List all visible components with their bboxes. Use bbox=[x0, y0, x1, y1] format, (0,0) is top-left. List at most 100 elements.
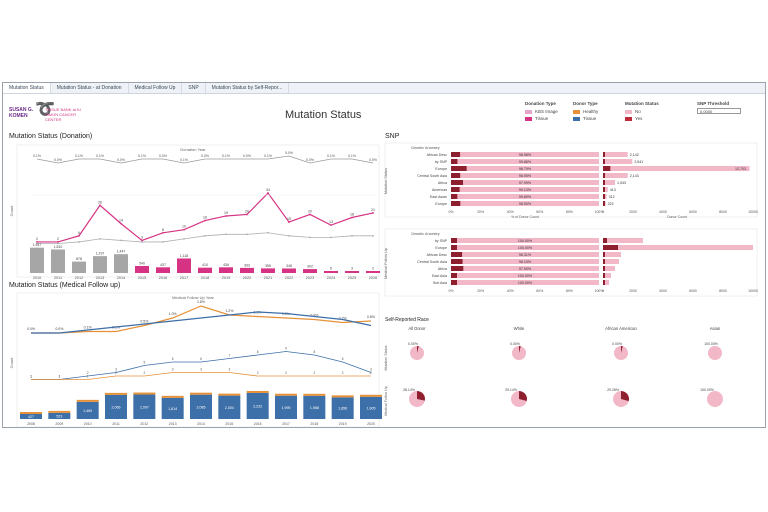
legend-swatch bbox=[625, 116, 632, 121]
legend-item[interactable]: KBS Image bbox=[525, 108, 558, 115]
donation-year-tick: 2014 bbox=[117, 276, 125, 280]
legend-item[interactable]: Tissue bbox=[573, 115, 598, 122]
tab-medical-follow-up[interactable]: Medical Follow Up bbox=[129, 83, 183, 93]
snp-bar-no bbox=[451, 194, 599, 199]
donation-point bbox=[183, 237, 185, 240]
filter-title: Donor Type bbox=[573, 101, 598, 106]
snp-bar-yes bbox=[451, 266, 464, 271]
snp-bar-no bbox=[451, 259, 599, 264]
donation-count-bar bbox=[114, 254, 128, 273]
snp-x-tick: 80% bbox=[566, 289, 573, 293]
legend-item[interactable]: Yes bbox=[625, 115, 659, 122]
donation-pct-label: 0.1% bbox=[180, 158, 188, 162]
snp-count-tick: 6000 bbox=[689, 289, 697, 293]
race-pie-label: 29.28% bbox=[607, 388, 619, 392]
donation-point bbox=[288, 221, 290, 223]
snp-count-bar-yes bbox=[603, 280, 605, 285]
medical-count-label: 8 bbox=[257, 350, 259, 354]
donation-year-tick: 2021 bbox=[264, 276, 272, 280]
medical-bar-label: 2,232 bbox=[253, 404, 262, 408]
medical-y-axis-label: Count bbox=[9, 357, 14, 369]
legend-label: KBS Image bbox=[535, 109, 558, 114]
donation-point bbox=[57, 241, 59, 243]
snp-bar-no bbox=[451, 173, 599, 178]
medical-bar bbox=[303, 395, 326, 419]
snp-count-tick: 2000 bbox=[629, 210, 637, 214]
donation-count-bar bbox=[135, 265, 149, 273]
snp-bar-no bbox=[451, 201, 599, 206]
filter-donation-type[interactable]: Donation Type KBS Image Tissue bbox=[525, 101, 558, 122]
donation-count-label: 878 bbox=[76, 257, 82, 261]
medical-count-label: 2 bbox=[342, 371, 344, 375]
snp-row-group-title: Mutation Status bbox=[384, 168, 388, 194]
medical-count-label: 1 bbox=[30, 375, 32, 379]
medical-pct-label: 0.7% bbox=[339, 317, 347, 321]
medical-bar-label: 2,004 bbox=[225, 406, 234, 410]
donation-year-tick: 2024 bbox=[327, 276, 335, 280]
tab-snp[interactable]: SNP bbox=[182, 83, 206, 93]
snp-count-label: 1,043 bbox=[617, 181, 626, 185]
tab-mutation-donation[interactable]: Mutation Status - at Donation bbox=[51, 83, 129, 93]
donation-year-tick: 2010 bbox=[33, 276, 41, 280]
donation-point bbox=[330, 236, 332, 239]
donation-value-label: 14 bbox=[119, 219, 123, 223]
donation-year-tick: 2011 bbox=[54, 276, 62, 280]
medical-count-label: 3 bbox=[115, 368, 117, 372]
race-pie-mutation-slice bbox=[519, 346, 521, 353]
donation-point bbox=[246, 233, 248, 236]
donation-count-label: 2 bbox=[372, 267, 374, 271]
snp-pct-label: 98.98% bbox=[519, 153, 532, 157]
donation-pct-label: 0.1% bbox=[264, 154, 272, 158]
snp-count-label: 2,541 bbox=[634, 160, 643, 164]
komen-logo: SUSAN G. KOMEN ➰ TISSUE BANK at IU SIMON… bbox=[9, 101, 91, 125]
medical-count-label: 2 bbox=[87, 371, 89, 375]
medical-bar bbox=[76, 401, 99, 419]
dashboard-frame: Mutation Status Mutation Status - at Don… bbox=[2, 82, 766, 428]
donation-y-axis-label: Count bbox=[9, 205, 14, 217]
donation-count-bar bbox=[324, 271, 338, 273]
snp-bar-no bbox=[451, 152, 599, 157]
legend-label: Healthy bbox=[583, 109, 599, 114]
medical-count-label: 6 bbox=[172, 357, 174, 361]
medical-bar-label: 1,856 bbox=[338, 407, 347, 411]
snp-pct-label: 96.79% bbox=[519, 167, 532, 171]
snp-count-bar-yes bbox=[603, 259, 605, 264]
section-title-donation: Mutation Status (Donation) bbox=[9, 133, 93, 140]
donation-year-tick: 2013 bbox=[96, 276, 104, 280]
legend-item[interactable]: Tissue bbox=[525, 115, 558, 122]
legend-item[interactable]: No bbox=[625, 108, 659, 115]
snp-row-label: East Asian bbox=[430, 195, 447, 199]
race-pie-label: 0.00% bbox=[510, 342, 520, 346]
donation-value-label: 34 bbox=[266, 188, 270, 192]
snp-row-label: Americas bbox=[432, 188, 447, 192]
medical-count-label: 2 bbox=[285, 371, 287, 375]
donation-count-bar bbox=[366, 271, 380, 273]
medical-bar-label: 1,905 bbox=[367, 406, 376, 410]
medical-year-tick: 2016 bbox=[254, 422, 262, 426]
legend-label: Tissue bbox=[583, 116, 597, 121]
snp-threshold-input[interactable]: 0.0000 bbox=[697, 108, 741, 114]
snp-pct-label: 100.00% bbox=[518, 281, 533, 285]
filter-mutation-status[interactable]: Mutation Status No Yes bbox=[625, 101, 659, 122]
tab-mutation-status[interactable]: Mutation Status bbox=[3, 83, 51, 93]
donation-pct-label: 0.1% bbox=[33, 154, 41, 158]
snp-bar-no bbox=[451, 187, 599, 192]
snp-count-label: 12,703 bbox=[735, 167, 746, 171]
tab-self-reported[interactable]: Mutation Status by Self-Repor... bbox=[206, 83, 290, 93]
donation-value-label: 8 bbox=[162, 228, 164, 232]
snp-count-bar bbox=[603, 180, 616, 185]
page-title: Mutation Status bbox=[285, 109, 362, 121]
medical-bar-top bbox=[133, 392, 156, 395]
donation-count-bar bbox=[303, 269, 317, 273]
snp-row-label: Africa bbox=[438, 181, 447, 185]
donation-count-label: 410 bbox=[202, 263, 208, 267]
snp-count-tick: 0 bbox=[602, 210, 604, 214]
legend-item[interactable]: Healthy bbox=[573, 108, 598, 115]
filter-snp-threshold[interactable]: SNP Threshold 0.0000 bbox=[697, 101, 741, 114]
race-pie-mutation-slice bbox=[417, 346, 419, 353]
filter-donor-type[interactable]: Donor Type Healthy Tissue bbox=[573, 101, 598, 122]
medical-count-label: 2 bbox=[257, 371, 259, 375]
medical-year-tick: 2013 bbox=[169, 422, 177, 426]
race-pie-label: 0.00% bbox=[612, 342, 622, 346]
donation-count-label: 1,447 bbox=[117, 250, 126, 254]
